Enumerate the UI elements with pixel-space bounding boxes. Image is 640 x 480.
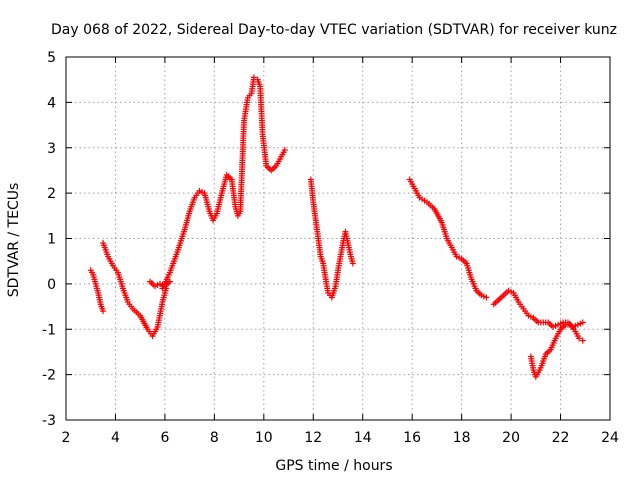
y-tick-label: 4 (47, 95, 56, 111)
data-point (579, 319, 586, 326)
x-tick-label: 2 (62, 430, 71, 446)
x-tick-label: 8 (210, 430, 219, 446)
x-tick-label: 16 (403, 430, 421, 446)
y-tick-label: -3 (42, 413, 56, 429)
y-tick-label: 0 (47, 277, 56, 293)
data-points (87, 74, 586, 380)
data-point (250, 74, 257, 81)
y-tick-label: 1 (47, 232, 56, 248)
y-tick-label: -2 (42, 368, 56, 384)
x-tick-label: 24 (601, 430, 619, 446)
grid-lines (66, 57, 610, 420)
x-tick-label: 6 (160, 430, 169, 446)
data-point (579, 337, 586, 344)
y-tick-label: 3 (47, 141, 56, 157)
x-axis-label: GPS time / hours (275, 458, 392, 474)
x-tick-label: 12 (304, 430, 322, 446)
data-point (576, 335, 583, 342)
chart-title: Day 068 of 2022, Sidereal Day-to-day VTE… (51, 22, 617, 38)
x-tick-label: 20 (502, 430, 520, 446)
x-tick-label: 10 (255, 430, 273, 446)
x-tick-label: 22 (552, 430, 570, 446)
y-tick-label: -1 (42, 322, 56, 338)
data-point (483, 294, 490, 301)
y-axis-label: SDTVAR / TECUs (6, 183, 22, 298)
x-tick-label: 18 (453, 430, 471, 446)
x-tick-label: 14 (354, 430, 372, 446)
data-point (281, 147, 288, 154)
data-point (100, 308, 107, 315)
y-tick-label: 5 (47, 50, 56, 66)
x-tick-label: 4 (111, 430, 120, 446)
data-point (349, 260, 356, 267)
y-tick-label: 2 (47, 186, 56, 202)
